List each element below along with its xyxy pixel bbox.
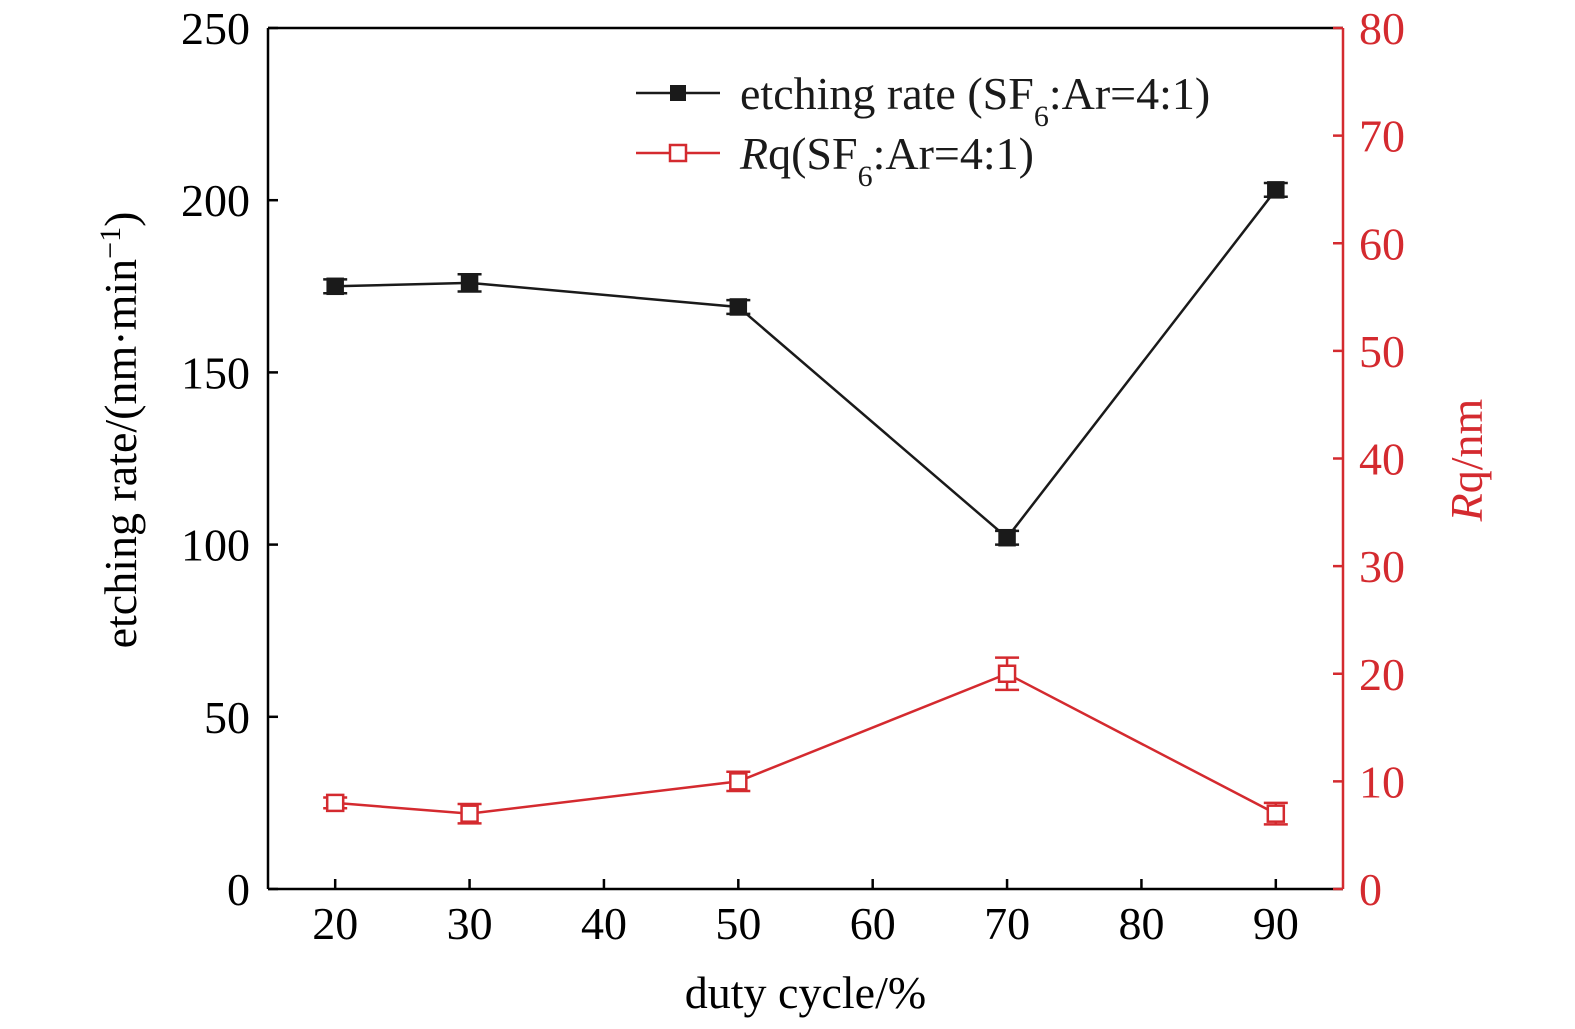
right-y-tick-label: 20 <box>1359 649 1405 700</box>
x-axis-title: duty cycle/% <box>685 967 926 1018</box>
right-y-tick-label: 0 <box>1359 864 1382 915</box>
axis-titles: duty cycle/% etching rate/(nm·min−1) Rq/n… <box>94 212 1493 1018</box>
left-y-tick-label: 250 <box>181 3 250 54</box>
x-tick-label: 20 <box>312 898 358 949</box>
left-y-tick-label: 50 <box>204 692 250 743</box>
data-point <box>998 528 1016 547</box>
data-point <box>1267 181 1285 199</box>
ticks: 20 30 40 50 60 70 80 90 0 50 100 150 200 250 0 10 20 30 40… <box>181 3 1405 949</box>
legend-marker <box>670 85 686 101</box>
x-tick-label: 90 <box>1253 898 1299 949</box>
legend-label: etching rate (SF6:Ar=4:1) <box>740 68 1210 133</box>
right-y-tick-label: 60 <box>1359 218 1405 269</box>
data-point <box>460 274 479 292</box>
series <box>323 181 1288 826</box>
data-point <box>1266 804 1286 823</box>
data-point <box>460 804 479 823</box>
data-point <box>326 277 344 296</box>
data-point <box>729 298 748 316</box>
left-y-tick-label: 0 <box>227 864 250 915</box>
left-y-tick-label: 150 <box>181 347 250 398</box>
x-tick-label: 80 <box>1118 898 1164 949</box>
right-y-tick-label: 80 <box>1359 3 1405 54</box>
data-point <box>729 772 748 791</box>
legend: etching rate (SF6:Ar=4:1)Rq(SF6:Ar=4:1) <box>636 68 1210 193</box>
x-tick-label: 70 <box>984 898 1030 949</box>
left-y-tick-label: 100 <box>181 520 250 571</box>
right-y-tick-label: 70 <box>1359 111 1405 162</box>
data-point <box>997 664 1017 683</box>
data-point <box>325 793 345 813</box>
right-y-tick-label: 10 <box>1359 756 1405 807</box>
left-y-axis-title: etching rate/(nm·min−1) <box>94 212 147 649</box>
series-line-2 <box>335 672 1277 815</box>
legend-marker <box>668 143 688 163</box>
x-tick-label: 50 <box>715 898 761 949</box>
right-y-tick-label: 50 <box>1359 326 1405 377</box>
x-tick-label: 40 <box>581 898 627 949</box>
left-y-tick-label: 200 <box>181 175 250 226</box>
x-tick-label: 30 <box>447 898 493 949</box>
legend-label: Rq(SF6:Ar=4:1) <box>739 128 1034 193</box>
x-tick-label: 60 <box>850 898 896 949</box>
series-line-1 <box>335 189 1277 540</box>
right-y-axis-title: Rq/nm <box>1441 398 1492 522</box>
right-y-tick-label: 30 <box>1359 541 1405 592</box>
right-y-tick-label: 40 <box>1359 434 1405 485</box>
